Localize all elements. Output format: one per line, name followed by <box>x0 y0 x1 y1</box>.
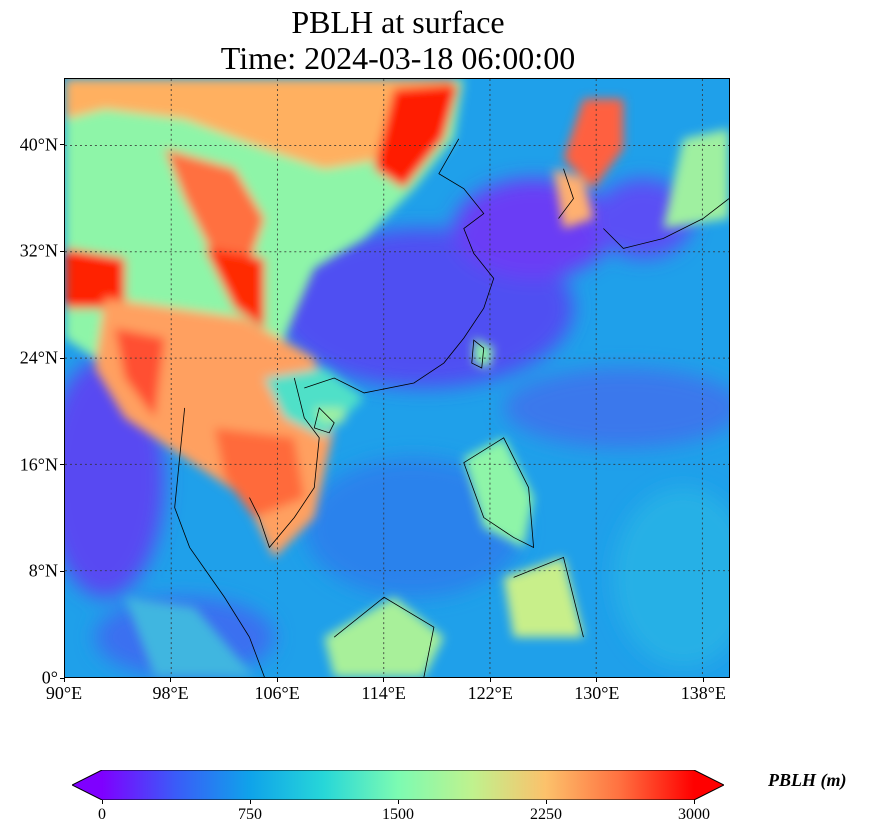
colorbar-tick-mark <box>693 800 695 804</box>
y-tick-label: 40°N <box>19 134 58 155</box>
y-tick-label: 16°N <box>19 454 58 475</box>
y-tick-mark <box>60 250 64 252</box>
colorbar-tick-mark <box>101 800 103 804</box>
x-tick-label: 106°E <box>254 683 300 703</box>
y-tick-mark <box>60 677 64 679</box>
y-tick-mark <box>60 570 64 572</box>
y-tick-label: 32°N <box>19 240 58 261</box>
y-tick-mark <box>60 144 64 146</box>
land-pblh-field <box>65 79 729 677</box>
pblh-field-map <box>65 79 729 677</box>
y-tick-mark <box>60 464 64 466</box>
colorbar-tick-label: 3000 <box>678 806 710 823</box>
map-title: PBLH at surface Time: 2024-03-18 06:00:0… <box>0 4 796 76</box>
map-plot-area <box>64 78 730 678</box>
colorbar-high-extend <box>694 770 724 800</box>
x-tick-label: 130°E <box>574 683 620 703</box>
x-tick-mark <box>383 678 385 682</box>
colorbar-tick-mark <box>397 800 399 804</box>
x-tick-mark <box>702 678 704 682</box>
title-line-time: Time: 2024-03-18 06:00:00 <box>220 40 576 76</box>
x-tick-mark <box>596 678 598 682</box>
title-line-variable: PBLH at surface <box>291 4 505 40</box>
colorbar <box>70 769 726 801</box>
x-tick-mark <box>170 678 172 682</box>
x-tick-label: 98°E <box>152 683 189 703</box>
colorbar-tick-mark <box>249 800 251 804</box>
y-tick-label: 24°N <box>19 347 58 368</box>
y-tick-mark <box>60 357 64 359</box>
colorbar-tick-mark <box>545 800 547 804</box>
y-tick-label: 8°N <box>28 560 58 581</box>
x-tick-label: 114°E <box>361 683 406 703</box>
x-tick-mark <box>489 678 491 682</box>
x-tick-mark <box>63 678 65 682</box>
colorbar-tick-label: 750 <box>238 806 262 823</box>
x-tick-label: 122°E <box>467 683 513 703</box>
colorbar-graphic <box>70 769 726 801</box>
colorbar-label: PBLH (m) <box>768 770 847 790</box>
colorbar-tick-label: 0 <box>98 806 106 823</box>
ocean-low-pblh-zones <box>65 178 729 677</box>
colorbar-gradient <box>102 770 694 800</box>
colorbar-tick-label: 2250 <box>530 806 562 823</box>
x-tick-label: 90°E <box>45 683 83 703</box>
colorbar-low-extend <box>72 770 102 800</box>
x-tick-label: 138°E <box>680 683 726 703</box>
colorbar-tick-label: 1500 <box>382 806 414 823</box>
x-tick-mark <box>276 678 278 682</box>
y-tick-label: 0° <box>41 667 58 688</box>
coastlines <box>174 138 729 677</box>
